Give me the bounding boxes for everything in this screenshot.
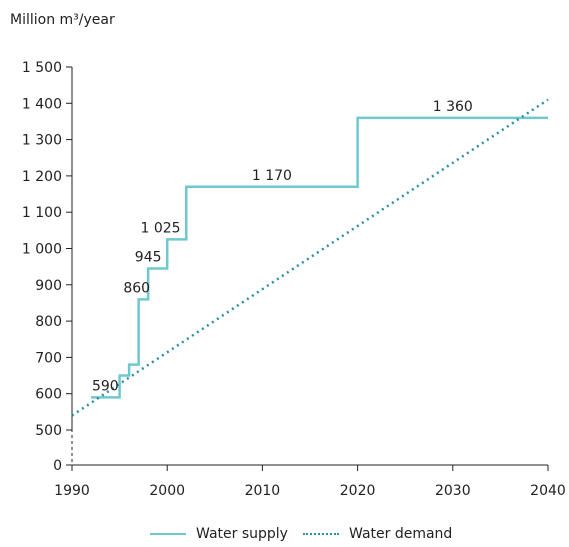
y-tick-label: 500 (35, 423, 62, 439)
chart-canvas: 0 500 600 700 800 900 1 000 1 100 1 200 1 300 1 40… (22, 60, 566, 499)
data-label: 945 (135, 249, 162, 265)
data-label: 860 (123, 280, 150, 296)
x-tick-label: 2010 (245, 483, 281, 499)
y-tick-label: 600 (35, 387, 62, 403)
y-axis-unit-label: Million m³/year (10, 12, 115, 28)
legend: Water supply Water demand (0, 526, 569, 546)
legend-label-water-supply: Water supply (196, 526, 288, 542)
data-label: 1 170 (252, 168, 292, 184)
y-tick-label: 1 500 (22, 60, 62, 76)
x-tick-label: 1990 (54, 483, 90, 499)
data-label: 1 025 (140, 220, 180, 236)
legend-item-water-supply: Water supply (150, 526, 288, 542)
y-tick-label: 1 400 (22, 96, 62, 112)
y-tick-label: 1 000 (22, 242, 62, 258)
x-tick-label: 2040 (530, 483, 566, 499)
y-tick-label: 0 (53, 458, 62, 474)
y-tick-label: 1 200 (22, 169, 62, 185)
y-tick-label: 900 (35, 278, 62, 294)
series-layer (71, 98, 549, 417)
y-tick-label: 700 (35, 350, 62, 366)
axes: 0 500 600 700 800 900 1 000 1 100 1 200 1 300 1 40… (22, 60, 566, 499)
x-tick-label: 2030 (435, 483, 471, 499)
legend-item-water-demand: Water demand (303, 526, 452, 542)
legend-label-water-demand: Water demand (349, 526, 453, 542)
x-tick-label: 2000 (149, 483, 185, 499)
data-label: 1 360 (433, 99, 473, 115)
legend-swatch-water-demand (303, 533, 339, 535)
series-line-water-supply (91, 116, 548, 399)
y-tick-label: 1 300 (22, 133, 62, 149)
y-tick-label: 1 100 (22, 205, 62, 221)
legend-swatch-water-supply (150, 533, 186, 535)
y-tick-label: 800 (35, 314, 62, 330)
data-label: 590 (92, 378, 119, 394)
data-labels-layer: 590 860 945 1 025 1 170 1 360 (92, 99, 473, 395)
x-tick-label: 2020 (340, 483, 376, 499)
